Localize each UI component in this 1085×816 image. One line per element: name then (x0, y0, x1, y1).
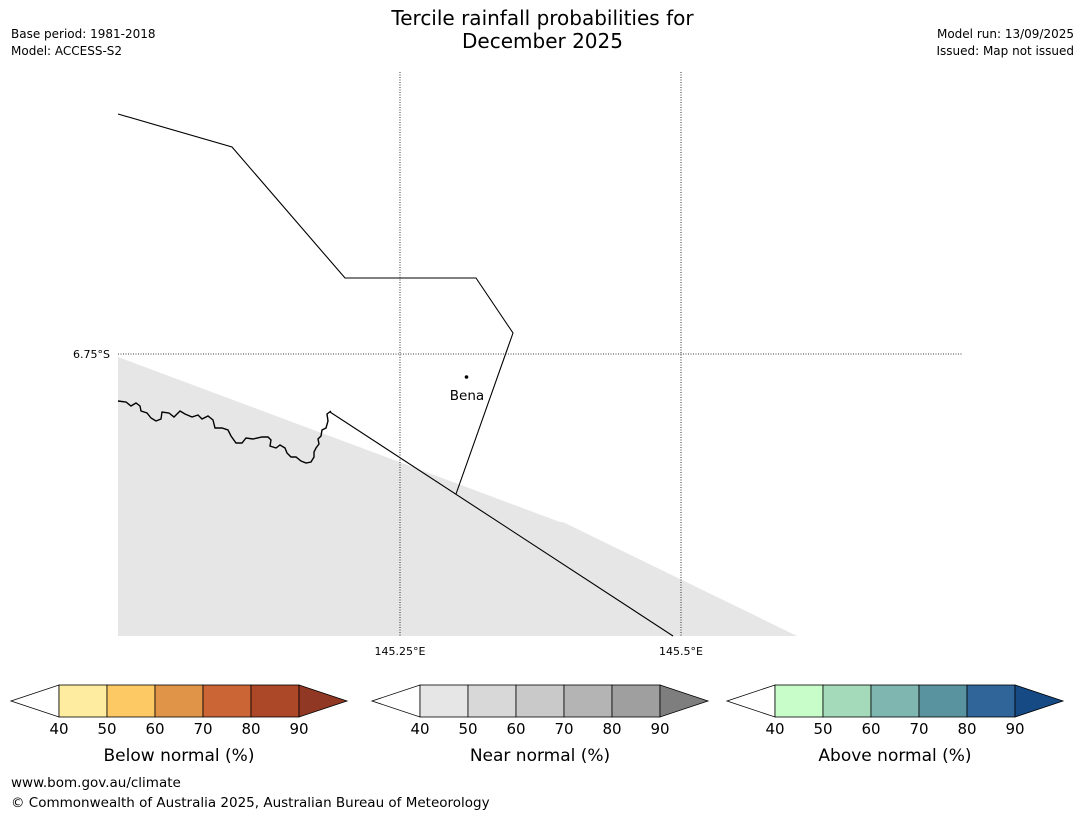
town-marker-dot (464, 375, 469, 379)
longitude-label-2: 145.5°E (659, 645, 703, 658)
legend-above-normal: 40 50 60 70 80 90 Above normal (%) (725, 684, 1065, 766)
base-period-text: Base period: 1981-2018 (11, 27, 156, 41)
legend-extension-high (298, 684, 349, 718)
map-title: Tercile rainfall probabilities for Decem… (0, 7, 1085, 53)
legend-tick-label: 50 (458, 720, 477, 738)
footer-copyright: © Commonwealth of Australia 2025, Austra… (11, 795, 490, 811)
legend-tick-label: 80 (241, 720, 260, 738)
legend-tick-label: 60 (145, 720, 164, 738)
meta-right: Model run: 13/09/2025 Issued: Map not is… (936, 26, 1074, 60)
legend-swatch (154, 684, 204, 718)
model-text: Model: ACCESS-S2 (11, 44, 123, 58)
legend-extension-low (370, 684, 421, 718)
legend-title: Above normal (%) (818, 746, 971, 766)
probability-shading (118, 357, 797, 636)
legend-tick-label: 70 (554, 720, 573, 738)
longitude-label-1: 145.25°E (375, 645, 426, 658)
legend-tick-label: 40 (765, 720, 784, 738)
legend-tick-label: 60 (861, 720, 880, 738)
legend-tick-label: 50 (813, 720, 832, 738)
legend-swatch (202, 684, 252, 718)
legend-tick-label: 50 (97, 720, 116, 738)
legend-near-normal: 40 50 60 70 80 90 Near normal (%) (370, 684, 710, 766)
legend-extension-low (725, 684, 776, 718)
legend-swatch (966, 684, 1016, 718)
legend-tick-label: 90 (1005, 720, 1024, 738)
legend-swatch (611, 684, 661, 718)
legend-tick-label: 60 (506, 720, 525, 738)
town-label: Bena (450, 388, 484, 404)
legend-below-normal: 40 50 60 70 80 90 Below normal (%) (9, 684, 349, 766)
model-run-text: Model run: 13/09/2025 (936, 27, 1074, 41)
legend-extension-high (659, 684, 710, 718)
legend-swatch (774, 684, 824, 718)
legend-swatch (467, 684, 517, 718)
legend-swatch (250, 684, 300, 718)
title-line-1: Tercile rainfall probabilities for (391, 6, 694, 30)
river-line (117, 400, 332, 464)
legend-tick-label: 70 (909, 720, 928, 738)
meta-left: Base period: 1981-2018 Model: ACCESS-S2 (11, 26, 156, 60)
legend-tick-label: 90 (650, 720, 669, 738)
legend-swatch (563, 684, 613, 718)
legend-swatch (419, 684, 469, 718)
legend-tick-label: 70 (193, 720, 212, 738)
province-boundary (329, 411, 674, 637)
legend-swatch (106, 684, 156, 718)
legend-tick-label: 80 (957, 720, 976, 738)
latitude-label: 6.75°S (73, 348, 110, 361)
footer-url: www.bom.gov.au/climate (11, 775, 181, 791)
legend-extension-low (9, 684, 60, 718)
legend-extension-high (1014, 684, 1065, 718)
legend-tick-label: 90 (289, 720, 308, 738)
legend-tick-label: 40 (49, 720, 68, 738)
legend-title: Below normal (%) (104, 746, 255, 766)
legend-swatch (870, 684, 920, 718)
title-line-2: December 2025 (462, 29, 623, 53)
issued-text: Issued: Map not issued (936, 44, 1074, 58)
legend-swatch (822, 684, 872, 718)
legend-title: Near normal (%) (470, 746, 610, 766)
legend-swatch (918, 684, 968, 718)
legend-tick-label: 40 (410, 720, 429, 738)
legend-swatch (515, 684, 565, 718)
district-boundary (117, 113, 514, 495)
legend-tick-label: 80 (602, 720, 621, 738)
legend-swatch (58, 684, 108, 718)
